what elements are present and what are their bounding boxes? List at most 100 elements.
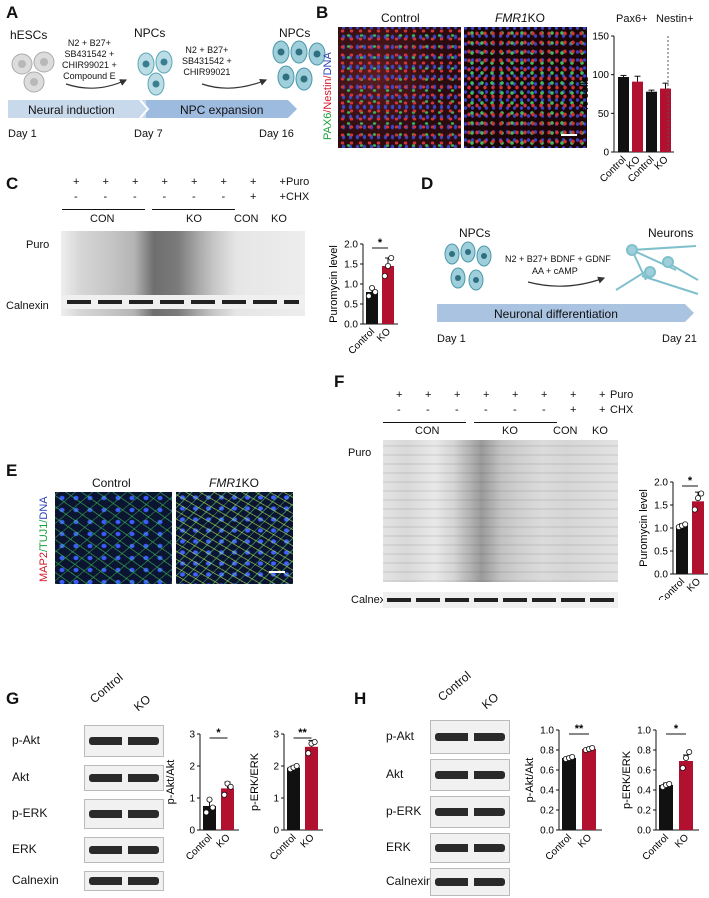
group-con2-c: CON	[234, 213, 259, 225]
data-point	[695, 495, 702, 502]
day1-label-d: Day 1	[437, 333, 466, 345]
puro-sign: +	[279, 176, 286, 188]
y-axis-label: p-Akt/Akt	[524, 758, 536, 803]
blot-strip	[430, 868, 510, 896]
y-tick-label: 0.8	[540, 746, 554, 757]
neurons-label-d: Neurons	[648, 226, 694, 240]
chx-sign: +	[279, 191, 286, 203]
y-tick-label: 0.6	[540, 766, 554, 777]
lane-ko-g: KO	[131, 692, 154, 714]
blot-row-label: ERK	[386, 840, 411, 854]
sig-marker: *	[216, 727, 221, 739]
chart-h2: 0.0 0.2 0.4 0.6 0.8 1.0 p-ERK/ERK Control KO *	[621, 723, 699, 863]
data-point	[381, 273, 388, 280]
y-axis-label: p-Akt/Akt	[166, 760, 177, 805]
puro-row-label-c: Puro	[286, 176, 310, 188]
y-tick-label: 1.5	[344, 260, 358, 271]
data-point	[698, 490, 705, 497]
group-ko-c: KO	[186, 213, 202, 225]
bar	[382, 266, 394, 324]
diff-conditions-2: AA + cAMP	[532, 266, 578, 276]
x-tick-label: KO	[673, 832, 691, 850]
data-point	[369, 285, 376, 292]
x-tick-label: Control	[641, 832, 672, 863]
bar	[582, 749, 596, 830]
day1-label: Day 1	[8, 128, 37, 140]
bar	[646, 91, 657, 152]
chx-sign: -	[455, 404, 459, 416]
y-tick-label: 0.8	[637, 746, 651, 757]
hescs-label: hESCs	[10, 28, 48, 42]
group-con-c: CON	[90, 213, 115, 225]
puro-sign: +	[73, 176, 80, 188]
bar	[679, 761, 693, 830]
lane-control-h: Control	[435, 668, 474, 704]
panel-label-b: B	[316, 3, 329, 22]
x-tick-label: KO	[215, 832, 233, 850]
y-tick-label: 3	[189, 730, 195, 741]
data-point	[203, 809, 210, 816]
calnexin-blot-c	[61, 295, 305, 309]
blot-row-label: Calnexin	[12, 873, 59, 887]
data-point	[691, 506, 698, 513]
y-tick-label: 0.2	[540, 806, 554, 817]
npc-cluster-1	[137, 50, 173, 96]
puro-sign: +	[220, 176, 227, 188]
x-tick-label: KO	[299, 832, 317, 850]
control-title-b: Control	[381, 11, 420, 25]
npcs-label-1: NPCs	[134, 26, 166, 40]
blot-strip	[430, 833, 510, 863]
chx-sign: -	[74, 191, 78, 203]
y-tick-label: 3	[273, 730, 279, 741]
scale-bar-e	[269, 571, 285, 573]
blot-label-f: Puro	[348, 447, 372, 459]
y-tick-label: 2.0	[654, 478, 668, 489]
y-axis-label: p-ERK/ERK	[621, 750, 633, 809]
blot-strip	[430, 796, 510, 828]
y-tick-label: 1.0	[654, 524, 668, 535]
y-tick-label: 1	[273, 794, 279, 805]
bar	[366, 292, 378, 324]
y-axis-label: p-ERK/ERK	[250, 752, 261, 811]
sig-marker: *	[688, 475, 693, 487]
y-tick-label: 1.0	[540, 726, 554, 737]
neuronal-differentiation-label: Neuronal differentiation	[494, 307, 618, 321]
panel-label-h: H	[354, 689, 367, 708]
y-tick-label: 0.0	[344, 320, 358, 331]
blot-strip	[84, 725, 164, 757]
npcs-label-d: NPCs	[459, 226, 491, 240]
x-tick-label: KO	[375, 326, 393, 344]
data-point	[569, 754, 576, 761]
day16-label: Day 16	[259, 128, 294, 140]
puro-sign: +	[102, 176, 109, 188]
y-tick-label: 0.4	[637, 786, 651, 797]
panel-label-f: F	[334, 372, 345, 391]
timeline-bar-a	[8, 99, 297, 119]
blot-label-c: Puro	[26, 239, 50, 251]
chx-row-label-f: CHX	[610, 404, 634, 416]
chx-sign: -	[103, 191, 108, 203]
lane-ko-h: KO	[479, 690, 502, 712]
blot-strip	[84, 837, 164, 863]
data-point	[388, 254, 395, 261]
chx-sign: +	[599, 404, 606, 416]
y-axis-label: % cells	[580, 76, 591, 111]
x-tick-label: KO	[576, 832, 594, 850]
puro-sign: +	[454, 389, 461, 401]
data-point	[682, 521, 689, 528]
chart-h1: 0.0 0.2 0.4 0.6 0.8 1.0 p-Akt/Akt Control KO **	[524, 723, 602, 863]
y-tick-label: 150	[592, 32, 609, 43]
y-tick-label: 2.0	[344, 240, 358, 251]
y-tick-label: 0.0	[540, 826, 554, 837]
y-tick-label: 0.6	[637, 766, 651, 777]
npcs-label-2: NPCs	[279, 26, 311, 40]
chx-sign: -	[484, 404, 488, 416]
blot-strip	[84, 871, 164, 891]
sig-marker: *	[674, 723, 679, 735]
chx-sign: -	[192, 191, 196, 203]
day7-label: Day 7	[134, 128, 163, 140]
panel-label-e: E	[6, 461, 18, 480]
sig-marker: **	[298, 727, 307, 739]
blot-strip	[430, 720, 510, 754]
micrograph-control-e	[55, 492, 172, 584]
